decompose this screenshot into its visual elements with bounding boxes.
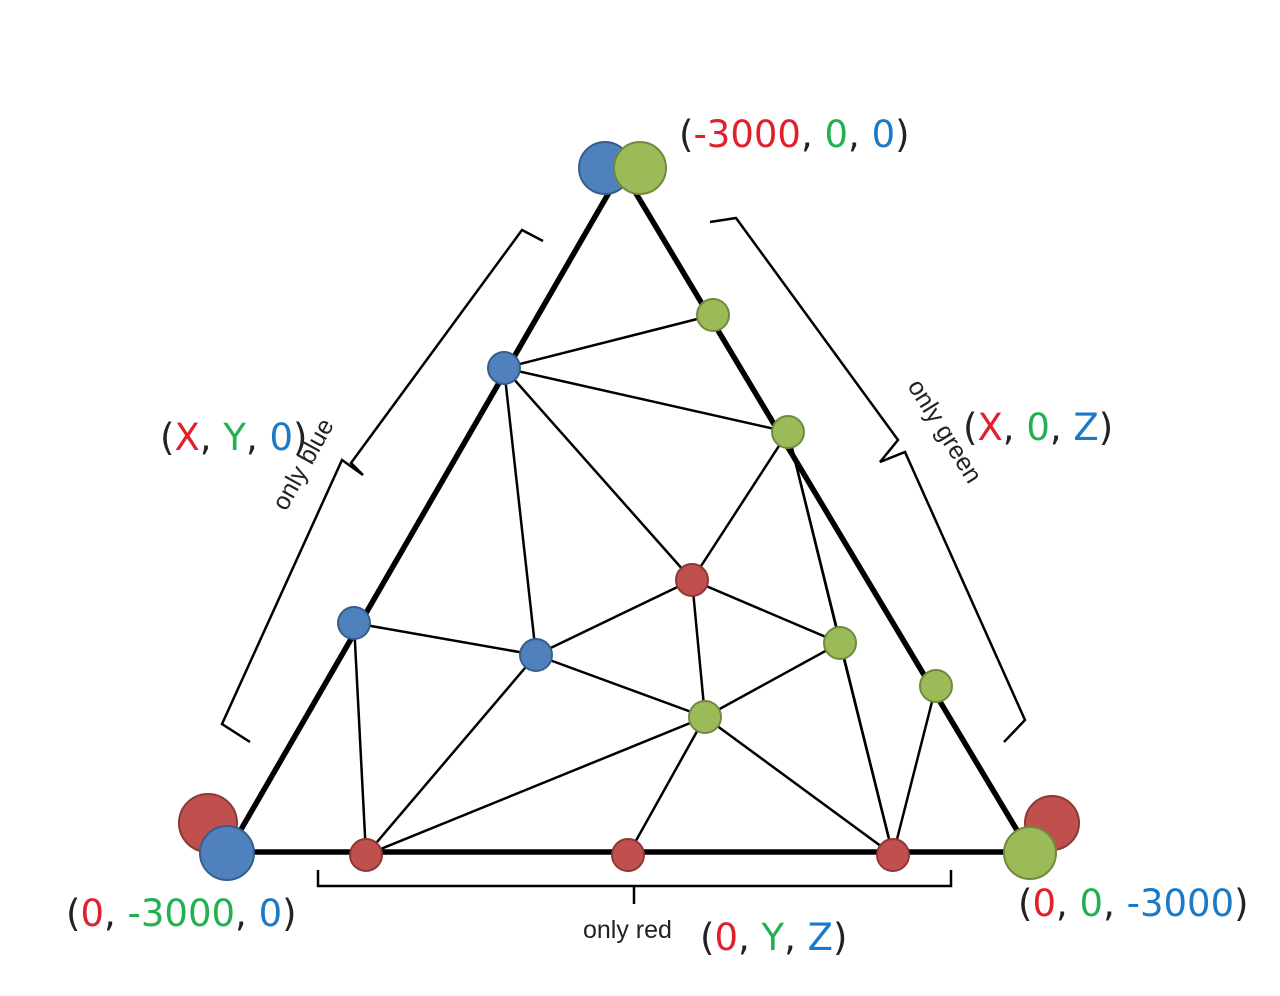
mesh-edge: [535, 653, 706, 719]
mesh-edge: [690, 431, 790, 581]
mesh-edge: [690, 579, 707, 718]
mesh-edge: [503, 367, 693, 581]
only-red-note: only red: [583, 916, 672, 944]
left-edge-label: (X, Y, 0): [160, 416, 307, 459]
triangle-left-edge: [225, 167, 625, 855]
mesh-edges: [352, 313, 938, 857]
right-edge-label: (X, 0, Z): [963, 406, 1113, 449]
bottom-edge-label: (0, Y, Z): [700, 916, 847, 959]
mesh-nodes: [337, 298, 953, 872]
blue-node: [487, 351, 521, 385]
mesh-edge: [353, 621, 537, 657]
bottom-right-vertex-label: (0, 0, -3000): [1018, 882, 1249, 925]
mesh-edge: [691, 578, 841, 645]
green-node: [696, 298, 730, 332]
blue-node: [519, 638, 553, 672]
bottom-edge-brace: [316, 870, 953, 904]
red-node: [349, 838, 383, 872]
blue-node: [337, 606, 371, 640]
mesh-edge: [352, 622, 368, 856]
mesh-edge: [891, 685, 938, 856]
corner-node-green: [1003, 826, 1057, 880]
green-node: [919, 669, 953, 703]
mesh-edge: [502, 367, 538, 656]
mesh-edge: [503, 366, 789, 434]
mesh-edge: [626, 716, 707, 856]
mesh-edge: [365, 715, 706, 857]
mesh-edge: [535, 578, 693, 657]
bottom-left-vertex-label: (0, -3000, 0): [66, 892, 297, 935]
mesh-edge: [365, 654, 537, 856]
right-edge-brace: [709, 216, 1027, 743]
red-node: [611, 838, 645, 872]
green-node: [823, 626, 857, 660]
mesh-edge: [704, 715, 894, 857]
top-vertex-label: (-3000, 0, 0): [679, 113, 910, 156]
mesh-edge: [838, 642, 895, 856]
mesh-edge: [704, 641, 841, 719]
mesh-edge: [503, 313, 714, 370]
corner-node-blue: [199, 825, 255, 881]
red-node: [675, 563, 709, 597]
outer-triangle: [225, 167, 1033, 855]
corner-nodes: [178, 141, 1080, 881]
corner-node-green: [613, 141, 667, 195]
left-edge-brace: [220, 228, 544, 744]
green-node: [688, 700, 722, 734]
triangle-right-edge: [619, 167, 1033, 855]
red-node: [876, 838, 910, 872]
green-node: [771, 415, 805, 449]
